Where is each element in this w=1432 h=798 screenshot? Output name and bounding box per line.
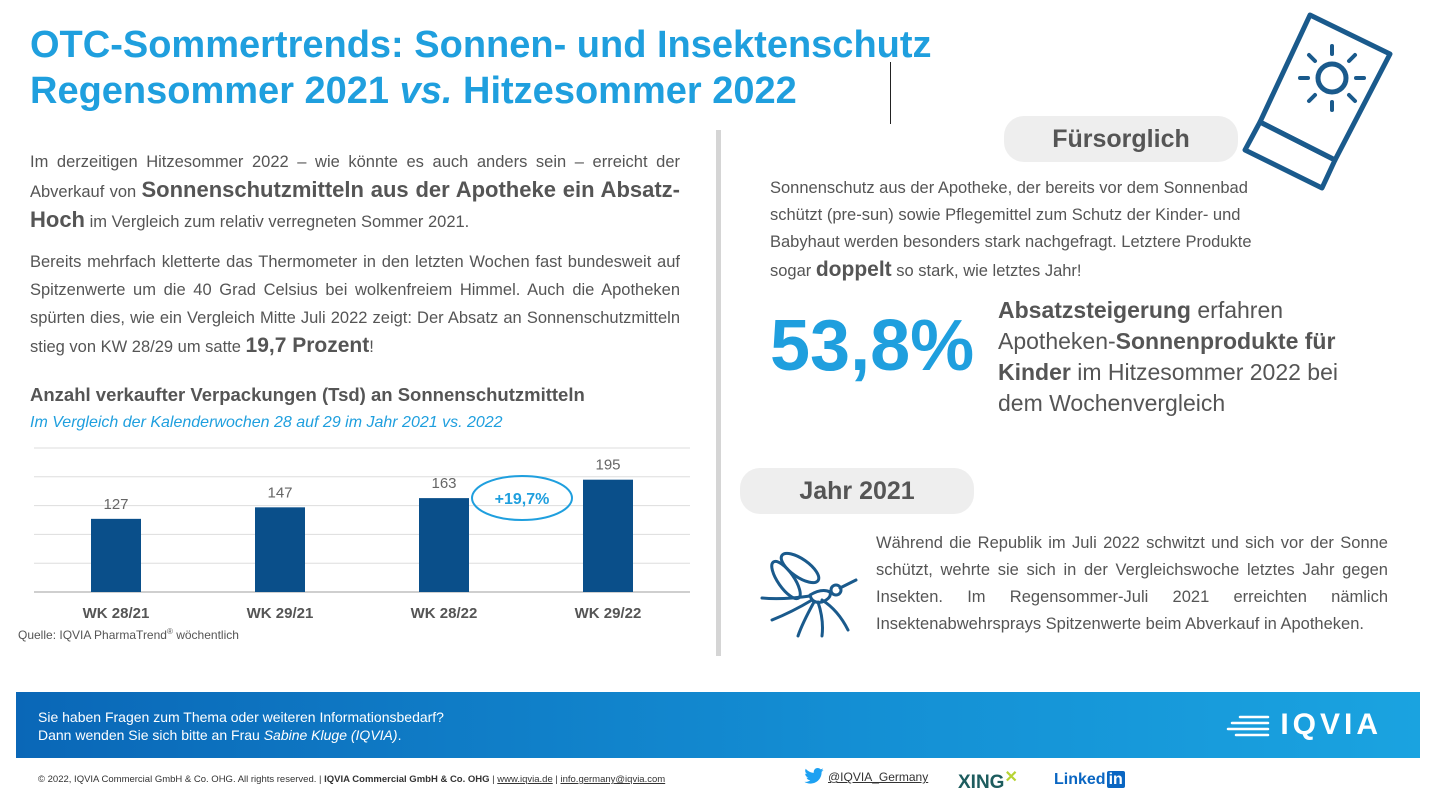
bar-value-label: 195 (595, 457, 620, 474)
bar (91, 518, 141, 592)
chart-title: Anzahl verkaufter Verpackungen (Tsd) an … (30, 384, 585, 405)
xing-link[interactable]: XING✕ (958, 767, 1018, 794)
website-link[interactable]: www.iqvia.de (497, 774, 553, 785)
category-label: WK 29/21 (247, 605, 314, 622)
legal-line: © 2022, IQVIA Commercial GmbH & Co. OHG.… (38, 774, 665, 785)
highlight: Absatzsteigerung (998, 297, 1191, 323)
fuersorglich-text: Sonnenschutz aus der Apotheke, der berei… (770, 175, 1290, 285)
text: erfahren Apotheken- (998, 297, 1284, 354)
sunscreen-tube-icon (1242, 12, 1393, 191)
text-cursor (890, 62, 891, 124)
separator: | (552, 774, 561, 785)
highlight: Sonnenschutzmitteln aus der Apotheke ein… (30, 177, 681, 232)
copyright: © 2022, IQVIA Commercial GmbH & Co. OHG.… (38, 774, 325, 785)
contact-text: Sie haben Fragen zum Thema oder weiteren… (38, 708, 444, 744)
contact-banner: Sie haben Fragen zum Thema oder weiteren… (16, 692, 1420, 758)
separator: | (489, 774, 498, 785)
twitter-handle: @IQVIA_Germany (828, 770, 929, 784)
title-vs: vs. (399, 70, 453, 112)
source-sup: ® (166, 627, 173, 636)
bar-chart: 127 WK 28/21 147 WK 29/21 163 WK 28/22 195 WK 2… (34, 447, 690, 622)
title-line-2: Regensommer 2021 vs. Hitzesommer 2022 (30, 68, 932, 114)
email-link[interactable]: info.germany@iqvia.com (560, 774, 666, 785)
page-title: OTC-Sommertrends: Sonnen- und Insektensc… (30, 22, 932, 114)
source-text: wöchentlich (172, 628, 239, 642)
text: ! (369, 338, 374, 356)
text: im Vergleich zum relativ verregneten Som… (85, 213, 470, 231)
vertical-divider (716, 130, 721, 656)
bar-value-label: 163 (431, 475, 456, 492)
company-name: IQVIA Commercial GmbH & Co. OHG (324, 774, 490, 785)
jahr-2021-text: Während die Republik im Juli 2022 schwit… (876, 534, 1388, 633)
fuersorglich-label: Fürsorglich (1004, 116, 1238, 162)
chart-subtitle: Im Vergleich der Kalenderwochen 28 auf 2… (30, 414, 503, 431)
iqvia-logo-lines-icon (1226, 715, 1270, 737)
xing-label: XING (958, 772, 1005, 793)
linkedin-in-icon: in (1106, 771, 1125, 788)
text: . (397, 727, 402, 743)
text: Bereits mehrfach kletterte das Thermomet… (30, 253, 680, 356)
category-label: WK 28/21 (83, 605, 150, 622)
linkedin-link[interactable]: Linked in (1054, 771, 1125, 789)
bar (419, 498, 469, 592)
mosquito-icon (760, 551, 858, 638)
text: Im derzeitigen Hitzesommer 2022 – wie kö… (30, 153, 680, 201)
annotation-label: +19,7% (495, 491, 550, 508)
title-part: Regensommer 2021 (30, 70, 400, 112)
text: Sonnenschutz aus der Apotheke, der berei… (770, 179, 1252, 280)
contact-line-2: Dann wenden Sie sich bitte an Frau Sabin… (38, 726, 444, 744)
text: Dann wenden Sie sich bitte an Frau (38, 727, 264, 743)
iqvia-logo: IQVIA (1280, 708, 1382, 741)
source-text: Quelle: IQVIA PharmaTrend (18, 628, 167, 642)
twitter-icon (804, 768, 824, 784)
xing-mark-icon: ✕ (1004, 769, 1018, 786)
bar-value-label: 147 (267, 484, 292, 501)
linkedin-label: Linked (1054, 771, 1106, 788)
annotation-ellipse (471, 475, 573, 521)
intro-paragraph-1: Im derzeitigen Hitzesommer 2022 – wie kö… (30, 148, 680, 236)
stat-description: Absatzsteigerung erfahren Apotheken-Sonn… (998, 295, 1348, 419)
contact-name: Sabine Kluge (IQVIA) (263, 727, 398, 743)
stat-value: 53,8% (770, 306, 975, 386)
title-part: Hitzesommer 2022 (452, 70, 797, 112)
text: im Hitzesommer 2022 bei dem Wochenvergle… (998, 359, 1338, 416)
category-label: WK 29/22 (575, 605, 642, 622)
twitter-link[interactable]: @IQVIA_Germany (804, 768, 928, 784)
source-note: Quelle: IQVIA PharmaTrend® wöchentlich (18, 627, 239, 642)
title-line-1: OTC-Sommertrends: Sonnen- und Insektensc… (30, 24, 932, 66)
highlight: doppelt (815, 258, 892, 281)
highlight: 19,7 Prozent (245, 334, 370, 357)
jahr-2021-label: Jahr 2021 (740, 468, 974, 514)
bar (583, 479, 633, 592)
category-label: WK 28/22 (411, 605, 478, 622)
intro-paragraph-2: Bereits mehrfach kletterte das Thermomet… (30, 248, 680, 361)
bar-value-label: 127 (103, 496, 128, 513)
bar (255, 507, 305, 592)
text: so stark, wie letztes Jahr! (891, 262, 1082, 280)
contact-line-1: Sie haben Fragen zum Thema oder weiteren… (38, 709, 444, 725)
highlight: Sonnenprodukte für Kinder (998, 328, 1336, 385)
